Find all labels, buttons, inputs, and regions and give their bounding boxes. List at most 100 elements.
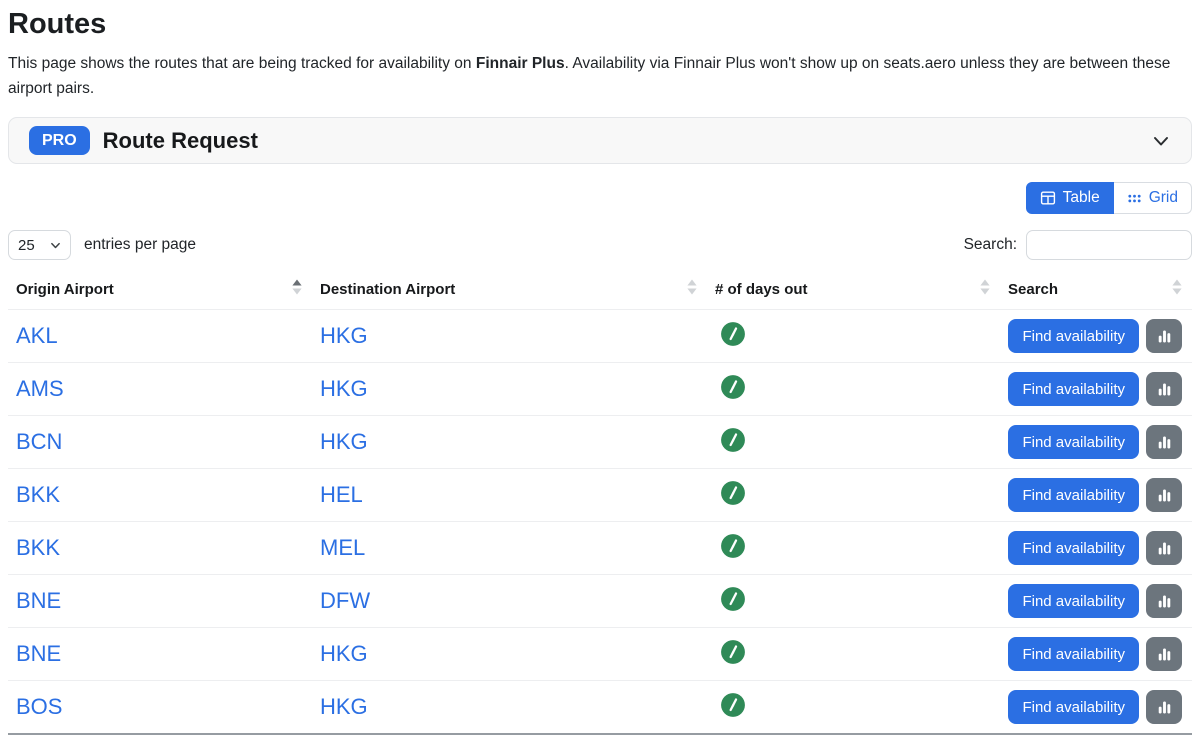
destination-cell: HKG bbox=[312, 415, 707, 470]
table-row: BOS HKG Find availability bbox=[8, 680, 1192, 735]
find-availability-button[interactable]: Find availability bbox=[1008, 425, 1139, 460]
row-search-cell: Find availability bbox=[1000, 309, 1192, 364]
entries-per-page-label: entries per page bbox=[84, 236, 197, 254]
origin-airport-link[interactable]: BKK bbox=[16, 482, 61, 508]
bar-chart-button[interactable] bbox=[1146, 478, 1182, 513]
column-label: Origin Airport bbox=[16, 281, 114, 299]
bar-chart-button[interactable] bbox=[1146, 637, 1182, 672]
days-out-cell bbox=[707, 415, 1000, 470]
column-header-origin[interactable]: Origin Airport bbox=[8, 270, 312, 311]
destination-airport-link[interactable]: HEL bbox=[320, 482, 363, 508]
clock-icon[interactable] bbox=[720, 692, 746, 718]
column-header-search[interactable]: Search bbox=[1000, 270, 1192, 311]
destination-cell: HKG bbox=[312, 362, 707, 417]
clock-icon[interactable] bbox=[720, 639, 746, 665]
column-header-days-out[interactable]: # of days out bbox=[707, 270, 1000, 311]
table-row: BCN HKG Find availability bbox=[8, 415, 1192, 470]
bar-chart-button[interactable] bbox=[1146, 584, 1182, 619]
destination-cell: MEL bbox=[312, 521, 707, 576]
destination-airport-link[interactable]: DFW bbox=[320, 588, 371, 614]
clock-icon[interactable] bbox=[720, 533, 746, 559]
destination-airport-link[interactable]: MEL bbox=[320, 535, 366, 561]
days-out-cell bbox=[707, 680, 1000, 735]
origin-airport-link[interactable]: BCN bbox=[16, 429, 63, 455]
destination-cell: HKG bbox=[312, 680, 707, 735]
origin-cell: BNE bbox=[8, 574, 312, 629]
origin-cell: BKK bbox=[8, 521, 312, 576]
table-row: AMS HKG Find availability bbox=[8, 362, 1192, 417]
origin-cell: BOS bbox=[8, 680, 312, 735]
origin-cell: BNE bbox=[8, 627, 312, 682]
destination-airport-link[interactable]: HKG bbox=[320, 376, 368, 402]
bar-chart-button[interactable] bbox=[1146, 372, 1182, 407]
origin-cell: BCN bbox=[8, 415, 312, 470]
search-input[interactable] bbox=[1026, 230, 1192, 261]
page-description: This page shows the routes that are bein… bbox=[8, 51, 1192, 101]
clock-icon[interactable] bbox=[720, 374, 746, 400]
column-header-destination[interactable]: Destination Airport bbox=[312, 270, 707, 311]
description-pre: This page shows the routes that are bein… bbox=[8, 55, 476, 72]
find-availability-button[interactable]: Find availability bbox=[1008, 637, 1139, 672]
origin-airport-link[interactable]: BNE bbox=[16, 641, 62, 667]
description-post: . Availability via Finnair Plus won't sh… bbox=[8, 55, 1171, 98]
days-out-cell bbox=[707, 574, 1000, 629]
entries-per-page-value: 25 bbox=[18, 236, 35, 254]
origin-airport-link[interactable]: BKK bbox=[16, 535, 61, 561]
bar-chart-icon bbox=[1156, 540, 1173, 557]
find-availability-button[interactable]: Find availability bbox=[1008, 584, 1139, 619]
table-view-button[interactable]: Table bbox=[1025, 182, 1114, 215]
table-row: BKK HEL Find availability bbox=[8, 468, 1192, 523]
origin-cell: BKK bbox=[8, 468, 312, 523]
table-controls: 25 entries per page Search: bbox=[8, 230, 1192, 261]
table-icon bbox=[1040, 190, 1056, 206]
grid-view-button[interactable]: Grid bbox=[1113, 182, 1192, 215]
row-search-cell: Find availability bbox=[1000, 574, 1192, 629]
days-out-cell bbox=[707, 362, 1000, 417]
find-availability-button[interactable]: Find availability bbox=[1008, 690, 1139, 725]
bar-chart-button[interactable] bbox=[1146, 319, 1182, 354]
destination-airport-link[interactable]: HKG bbox=[320, 429, 368, 455]
bar-chart-icon bbox=[1156, 593, 1173, 610]
entries-per-page-select[interactable]: 25 bbox=[8, 230, 71, 261]
row-search-cell: Find availability bbox=[1000, 468, 1192, 523]
row-search-cell: Find availability bbox=[1000, 362, 1192, 417]
origin-airport-link[interactable]: BNE bbox=[16, 588, 62, 614]
days-out-cell bbox=[707, 309, 1000, 364]
bar-chart-button[interactable] bbox=[1146, 690, 1182, 725]
routes-table: Origin Airport Destination Airport bbox=[8, 270, 1192, 735]
destination-airport-link[interactable]: HKG bbox=[320, 641, 368, 667]
column-label: Destination Airport bbox=[320, 281, 456, 299]
clock-icon[interactable] bbox=[720, 427, 746, 453]
origin-airport-link[interactable]: BOS bbox=[16, 694, 63, 720]
find-availability-button[interactable]: Find availability bbox=[1008, 319, 1139, 354]
table-row: AKL HKG Find availability bbox=[8, 309, 1192, 364]
bar-chart-button[interactable] bbox=[1146, 531, 1182, 566]
table-row: BNE DFW Find availability bbox=[8, 574, 1192, 629]
sort-icon[interactable] bbox=[292, 279, 302, 300]
pro-badge: PRO bbox=[29, 126, 90, 156]
origin-airport-link[interactable]: AMS bbox=[16, 376, 64, 402]
find-availability-button[interactable]: Find availability bbox=[1008, 531, 1139, 566]
find-availability-button[interactable]: Find availability bbox=[1008, 478, 1139, 513]
view-toggle-group: Table Grid bbox=[8, 182, 1192, 215]
route-request-accordion[interactable]: PRO Route Request bbox=[8, 117, 1192, 165]
description-program-name: Finnair Plus bbox=[475, 55, 565, 72]
clock-icon[interactable] bbox=[720, 321, 746, 347]
destination-airport-link[interactable]: HKG bbox=[320, 323, 368, 349]
table-view-label: Table bbox=[1062, 189, 1100, 207]
destination-airport-link[interactable]: HKG bbox=[320, 694, 368, 720]
clock-icon[interactable] bbox=[720, 586, 746, 612]
sort-icon[interactable] bbox=[980, 279, 990, 300]
find-availability-button[interactable]: Find availability bbox=[1008, 372, 1139, 407]
select-caret-icon bbox=[50, 240, 61, 251]
bar-chart-button[interactable] bbox=[1146, 425, 1182, 460]
row-search-cell: Find availability bbox=[1000, 521, 1192, 576]
bar-chart-icon bbox=[1156, 381, 1173, 398]
page-title: Routes bbox=[8, 8, 107, 40]
clock-icon[interactable] bbox=[720, 480, 746, 506]
origin-airport-link[interactable]: AKL bbox=[16, 323, 58, 349]
destination-cell: HKG bbox=[312, 309, 707, 364]
sort-icon[interactable] bbox=[1172, 279, 1182, 300]
sort-icon[interactable] bbox=[687, 279, 697, 300]
